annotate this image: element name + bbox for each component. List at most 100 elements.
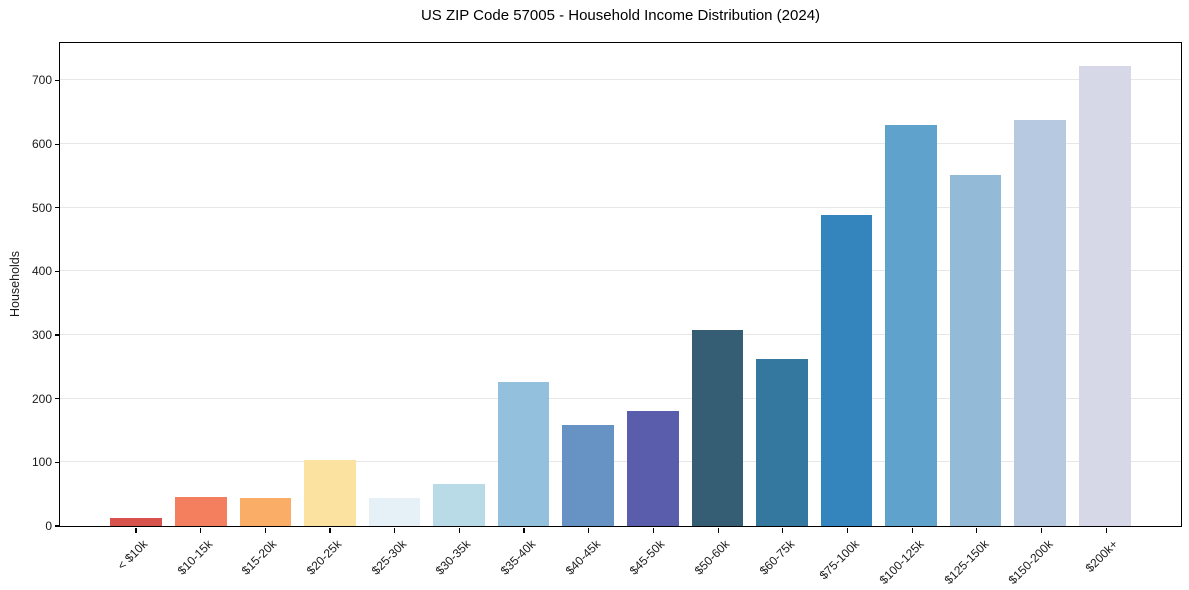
x-slot: $10-15k [168, 527, 233, 589]
bar--15-20k [239, 498, 292, 526]
x-axis: < $10k $10-15k $15-20k $20-25k $25-30k $30-35… [59, 527, 1182, 589]
x-slot: $45-50k [621, 527, 686, 589]
x-tick-mark [264, 528, 266, 533]
y-tick-label-400: 400 [31, 264, 52, 279]
bar--35-40k [497, 382, 550, 526]
bar--100-125k [885, 125, 937, 526]
y-tick-mark-500 [55, 207, 60, 209]
x-tick-label: $60-75k [756, 537, 798, 578]
y-axis-label-wrap: Households [6, 42, 24, 527]
x-slot: $125-150k [941, 527, 1009, 589]
bar-slot [943, 43, 1008, 526]
gridline-300 [60, 334, 1181, 336]
bar--125-150k [949, 175, 1002, 526]
x-tick-mark [976, 528, 978, 533]
bar--40-45k [562, 425, 615, 526]
bar--200k- [1078, 66, 1131, 526]
x-tick-mark [394, 528, 396, 533]
x-tick-label: $45-50k [627, 537, 668, 578]
x-slot: < $10k [103, 527, 168, 589]
y-tick-mark-100 [55, 461, 60, 463]
x-slot: $20-25k [297, 527, 362, 589]
x-tick-label: $75-100k [816, 537, 862, 583]
x-tick-mark [1040, 528, 1043, 533]
x-tick-label: $25-30k [368, 537, 409, 578]
gridline-100 [60, 461, 1181, 463]
bar--150-200k [1014, 120, 1066, 526]
x-tick-label: $20-25k [303, 537, 345, 578]
bar-slot [298, 43, 363, 526]
x-tick-mark [717, 528, 719, 533]
x-slot: $50-60k [685, 527, 750, 589]
x-tick-mark [1105, 528, 1107, 533]
bar--20-25k [304, 460, 356, 526]
bar--45-50k [626, 410, 679, 526]
x-slot: $35-40k [491, 527, 556, 589]
y-tick-mark-0 [55, 525, 60, 527]
bar-slot [685, 43, 750, 526]
x-slot: $150-200k [1005, 527, 1074, 589]
bar-slot [233, 43, 298, 526]
x-tick-mark [458, 528, 460, 533]
y-tick-mark-700 [55, 79, 60, 82]
x-tick-label: $10-15k [174, 537, 215, 578]
gridlines [60, 43, 1181, 526]
x-tick-mark [846, 528, 849, 533]
bar-slot [750, 43, 815, 526]
x-slot: $200k+ [1073, 527, 1138, 589]
x-slot: $60-75k [750, 527, 815, 589]
x-tick-label: $50-60k [691, 537, 733, 578]
x-tick-mark [588, 528, 590, 533]
x-tick-label: $35-40k [497, 537, 539, 578]
y-tick-label-200: 200 [31, 391, 52, 406]
y-tick-label-700: 700 [31, 73, 52, 88]
bar--25-30k [368, 498, 421, 526]
bar-slot [491, 43, 556, 526]
bar--50-60k [691, 329, 744, 526]
x-tick-mark [200, 528, 202, 533]
x-tick-label: $200k+ [1082, 537, 1121, 575]
plot-area: 0 100 200 300 400 500 600 700 [32, 42, 1182, 533]
bar-slot [1072, 43, 1137, 526]
y-tick-label-0: 0 [45, 519, 52, 533]
x-tick-label: $150-200k [1005, 537, 1056, 588]
x-tick-label: $15-20k [239, 537, 280, 578]
x-tick-label: < $10k [114, 537, 151, 573]
gridline-200 [60, 397, 1181, 399]
bar-slot [556, 43, 621, 526]
y-tick-mark-300 [55, 334, 60, 336]
x-slot: $100-125k [876, 527, 944, 589]
bar-slot [1008, 43, 1073, 526]
bar-slot [104, 43, 169, 526]
x-slot: $25-30k [362, 527, 427, 589]
y-tick-label-100: 100 [31, 455, 52, 470]
bar-slot [169, 43, 234, 526]
x-tick-label: $30-35k [433, 537, 474, 578]
y-tick-mark-400 [55, 270, 60, 273]
x-slot: $75-100k [815, 527, 880, 589]
x-tick-label: $40-45k [562, 537, 604, 578]
gridline-400 [60, 270, 1181, 272]
gridline-500 [60, 206, 1181, 208]
x-tick-label: $125-150k [941, 537, 992, 588]
x-tick-mark [135, 528, 137, 533]
x-slot: $40-45k [556, 527, 621, 589]
bar-slot [362, 43, 427, 526]
bar--60-75k [756, 358, 808, 526]
x-tick-mark [911, 528, 913, 533]
bar--10-15k [175, 496, 227, 526]
y-tick-label-500: 500 [31, 200, 52, 215]
bar--10k [110, 517, 163, 526]
bar-slot [879, 43, 944, 526]
gridline-600 [60, 143, 1181, 145]
y-tick-label-600: 600 [31, 137, 52, 152]
x-tick-mark [652, 528, 655, 533]
x-tick-mark [329, 528, 331, 533]
x-tick-label: $100-125k [876, 537, 927, 588]
bar--30-35k [433, 483, 485, 526]
x-slot: $30-35k [426, 527, 491, 589]
y-tick-mark-200 [55, 398, 60, 400]
y-axis-label: Households [8, 251, 22, 318]
y-tick-label-300: 300 [31, 328, 52, 343]
